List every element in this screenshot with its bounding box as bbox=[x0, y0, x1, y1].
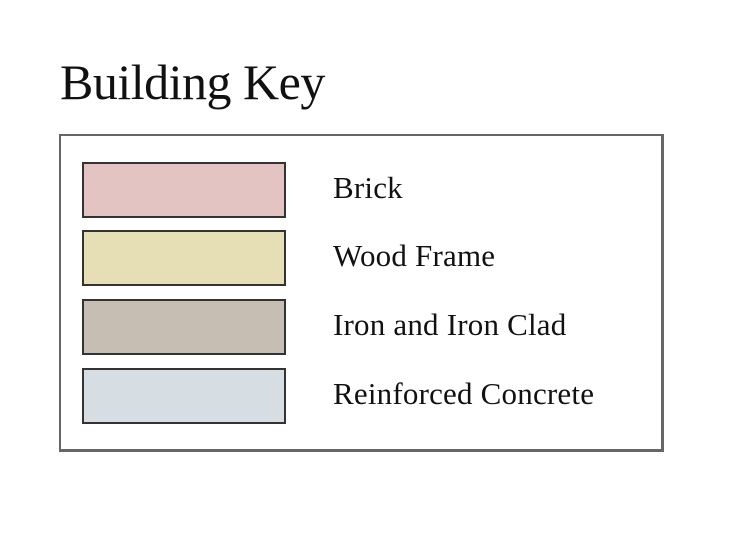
color-swatch-wood-frame bbox=[82, 230, 286, 286]
legend-label-wood-frame: Wood Frame bbox=[333, 238, 496, 273]
legend-item-wood-frame: Wood Frame bbox=[82, 230, 642, 286]
legend-label-brick: Brick bbox=[333, 170, 403, 205]
color-swatch-brick bbox=[82, 162, 286, 218]
legend-label-iron-and-iron-clad: Iron and Iron Clad bbox=[333, 307, 567, 342]
color-swatch-iron-and-iron-clad bbox=[82, 299, 286, 355]
legend-label-reinforced-concrete: Reinforced Concrete bbox=[333, 376, 595, 411]
legend-item-iron-and-iron-clad: Iron and Iron Clad bbox=[82, 299, 642, 355]
legend-item-brick: Brick bbox=[82, 162, 642, 218]
color-swatch-reinforced-concrete bbox=[82, 368, 286, 424]
building-key-legend: Brick Wood Frame Iron and Iron Clad Rein… bbox=[59, 134, 664, 452]
page-title: Building Key bbox=[60, 54, 325, 110]
legend-item-reinforced-concrete: Reinforced Concrete bbox=[82, 368, 642, 424]
